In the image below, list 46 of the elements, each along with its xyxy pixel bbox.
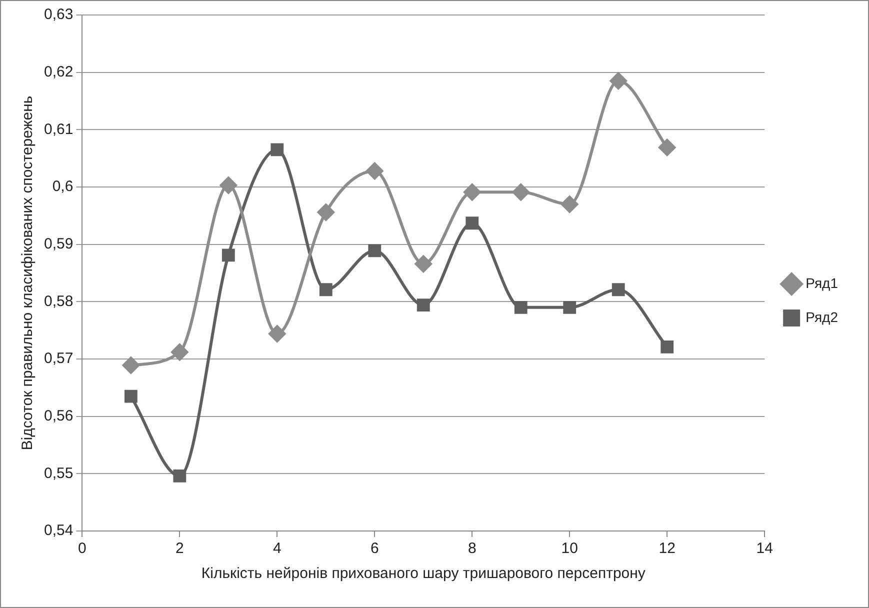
point [658,138,676,156]
point [171,344,188,361]
point [414,255,432,272]
point [368,244,382,258]
y-tick-label: 0,58 [44,292,74,310]
x-tick-label: 12 [658,540,676,558]
y-tick-label: 0,62 [44,63,74,80]
y-tick-label: 0,55 [44,464,74,482]
point [514,300,528,314]
point [122,356,140,374]
point [222,248,235,262]
y-axis-title: Відсоток правильно класифікованих спостережень [19,96,36,450]
point [317,204,334,221]
point [660,340,674,354]
y-tick-label: 0,63 [44,6,74,24]
x-tick-label: 10 [561,540,578,558]
y-tick-label: 0,61 [44,120,74,138]
y-tick-label: 0,54 [44,522,74,540]
point [124,390,138,403]
point [561,196,578,213]
x-axis-title: Кількість нейронів прихованого шару тришарового персептрону [201,565,646,582]
point [612,283,625,296]
x-tick-label: 4 [272,540,282,558]
point [268,325,286,342]
legend-label: Ряд2 [806,308,838,325]
point [610,72,627,90]
y-tick-label: 0,56 [44,407,74,424]
x-tick-label: 2 [176,540,184,558]
point [512,184,530,201]
point [220,176,237,194]
y-tick-label: 0,6 [52,178,74,196]
x-tick-label: 14 [756,540,773,558]
point [464,184,481,201]
point [173,470,186,482]
y-tick-label: 0,57 [44,350,74,368]
y-tick-label: 0,59 [44,235,74,252]
point [416,298,430,312]
x-tick-label: 0 [78,540,86,558]
x-tick-label: 6 [370,540,379,558]
point [366,162,384,180]
point [319,283,332,296]
x-tick-label: 8 [468,540,476,558]
legend-label: Ряд1 [806,274,838,291]
point [563,300,576,314]
point [466,216,479,230]
point [270,143,284,156]
